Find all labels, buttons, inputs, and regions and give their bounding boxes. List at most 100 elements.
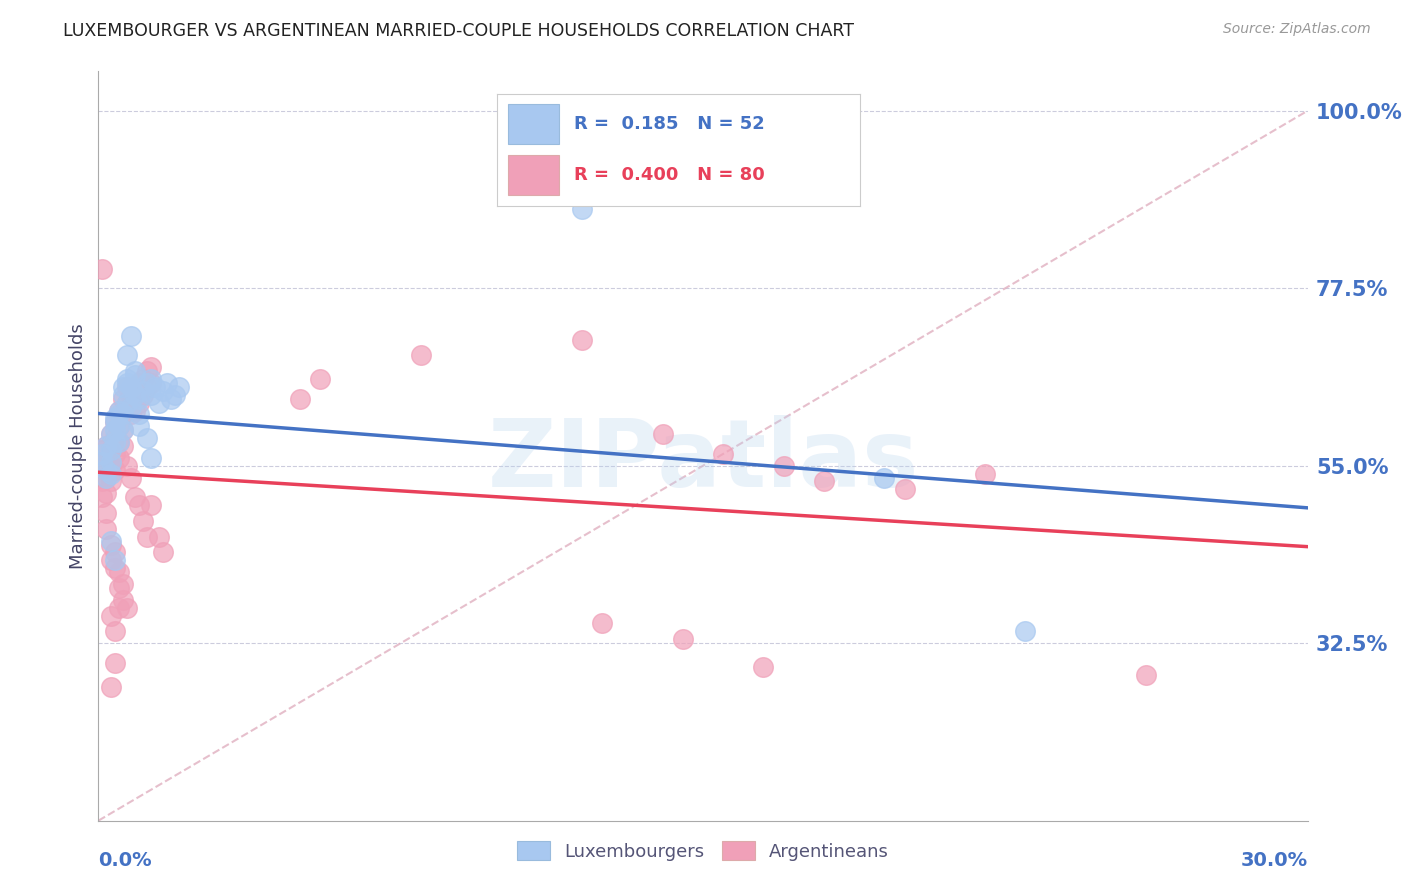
- Point: [96, 522, 118, 536]
- Point: [91, 490, 114, 504]
- Point: [111, 423, 134, 437]
- Point: [107, 419, 129, 434]
- Point: [1135, 667, 1157, 681]
- Point: [115, 380, 138, 394]
- Point: [115, 395, 138, 409]
- Point: [100, 467, 122, 481]
- Point: [100, 442, 122, 457]
- Point: [91, 442, 114, 457]
- Point: [103, 435, 125, 450]
- Point: [103, 624, 125, 639]
- Point: [672, 632, 695, 647]
- Point: [111, 408, 134, 422]
- Point: [813, 475, 835, 489]
- Text: 0.0%: 0.0%: [98, 851, 152, 870]
- Point: [571, 333, 593, 347]
- Point: [100, 427, 122, 442]
- Point: [107, 403, 129, 417]
- Point: [107, 450, 129, 465]
- Point: [309, 372, 332, 386]
- Point: [111, 408, 134, 422]
- Point: [135, 431, 157, 445]
- Point: [96, 470, 118, 484]
- Point: [139, 450, 162, 465]
- Point: [135, 380, 157, 394]
- Point: [128, 408, 150, 422]
- Point: [111, 423, 134, 437]
- Point: [591, 616, 613, 631]
- Point: [893, 483, 915, 497]
- Point: [103, 415, 125, 429]
- Point: [148, 395, 170, 409]
- Point: [103, 561, 125, 575]
- Point: [100, 442, 122, 457]
- Point: [96, 470, 118, 484]
- Point: [107, 435, 129, 450]
- Point: [571, 202, 593, 217]
- Point: [96, 439, 118, 453]
- Point: [651, 427, 673, 442]
- Point: [91, 447, 114, 461]
- Point: [120, 388, 142, 402]
- Point: [124, 384, 146, 398]
- Point: [128, 395, 150, 409]
- Point: [107, 565, 129, 579]
- Point: [148, 530, 170, 544]
- Point: [107, 600, 129, 615]
- Y-axis label: Married-couple Households: Married-couple Households: [69, 323, 87, 569]
- Point: [120, 400, 142, 414]
- Point: [91, 261, 114, 276]
- Point: [103, 411, 125, 425]
- Point: [128, 376, 150, 390]
- Point: [96, 439, 118, 453]
- Point: [103, 423, 125, 437]
- Point: [156, 376, 179, 390]
- Point: [873, 470, 896, 484]
- Point: [124, 403, 146, 417]
- Point: [772, 458, 794, 473]
- Point: [91, 455, 114, 469]
- Text: ZIPatlas: ZIPatlas: [488, 415, 918, 507]
- Point: [135, 364, 157, 378]
- Text: LUXEMBOURGER VS ARGENTINEAN MARRIED-COUPLE HOUSEHOLDS CORRELATION CHART: LUXEMBOURGER VS ARGENTINEAN MARRIED-COUP…: [63, 22, 855, 40]
- Point: [107, 419, 129, 434]
- Point: [139, 498, 162, 512]
- Point: [139, 388, 162, 402]
- Point: [132, 388, 155, 402]
- Point: [103, 545, 125, 559]
- Point: [115, 458, 138, 473]
- Point: [115, 600, 138, 615]
- Text: 30.0%: 30.0%: [1240, 851, 1308, 870]
- Point: [128, 498, 150, 512]
- Point: [111, 392, 134, 406]
- Point: [115, 372, 138, 386]
- Point: [96, 455, 118, 469]
- Point: [96, 506, 118, 520]
- Point: [163, 388, 186, 402]
- Point: [111, 577, 134, 591]
- Point: [135, 530, 157, 544]
- Point: [152, 545, 174, 559]
- Point: [1014, 624, 1036, 639]
- Point: [100, 608, 122, 623]
- Point: [711, 447, 734, 461]
- Point: [100, 553, 122, 567]
- Point: [100, 475, 122, 489]
- Point: [132, 514, 155, 528]
- Point: [132, 384, 155, 398]
- Point: [103, 656, 125, 670]
- Point: [107, 581, 129, 595]
- Point: [124, 364, 146, 378]
- Point: [100, 427, 122, 442]
- Point: [100, 458, 122, 473]
- Point: [974, 467, 997, 481]
- Point: [115, 348, 138, 362]
- Point: [128, 392, 150, 406]
- Point: [96, 463, 118, 477]
- Point: [120, 408, 142, 422]
- Point: [103, 447, 125, 461]
- Point: [107, 435, 129, 450]
- Point: [752, 660, 775, 674]
- Point: [152, 384, 174, 398]
- Point: [91, 458, 114, 473]
